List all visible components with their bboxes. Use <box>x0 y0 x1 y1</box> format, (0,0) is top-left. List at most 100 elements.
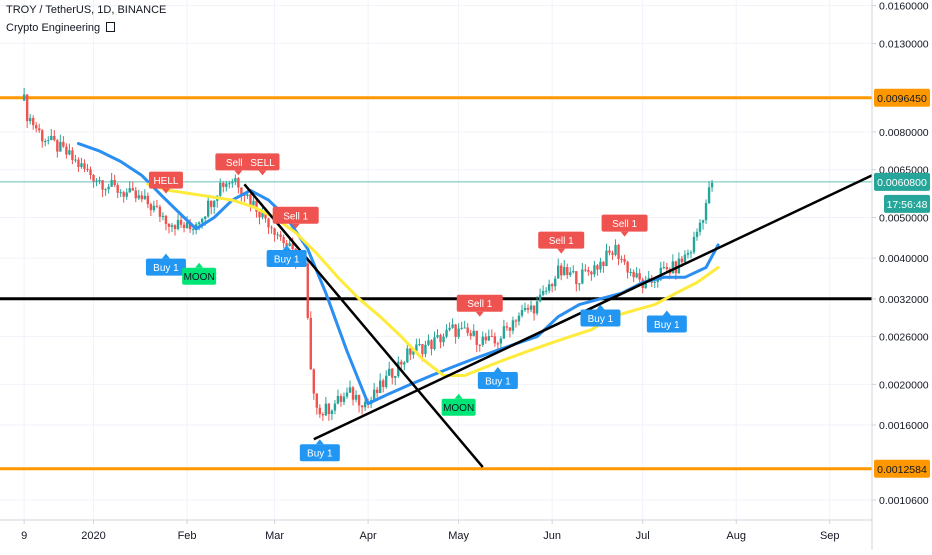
candle-body <box>173 225 177 230</box>
label-text: Sell 1 <box>549 236 574 247</box>
candle-body <box>378 380 382 393</box>
candle-body <box>53 135 56 141</box>
candle-body <box>397 361 400 376</box>
candle-body <box>496 343 500 345</box>
candle-body <box>288 243 291 247</box>
candle-body <box>523 307 527 310</box>
candle-body <box>439 335 442 343</box>
label-pointer <box>291 223 300 229</box>
label-box <box>580 309 621 327</box>
countdown-label-bg <box>884 194 930 213</box>
candle-body <box>351 387 355 400</box>
label-pointer <box>282 244 291 250</box>
label-pointer <box>557 248 566 254</box>
candle-body <box>683 254 687 263</box>
candle-body <box>28 118 32 122</box>
candle-body <box>388 368 391 376</box>
trend-line <box>243 183 484 468</box>
time-tick-label: Jul <box>636 530 650 542</box>
candle-body <box>511 320 515 331</box>
candle-body <box>375 389 379 393</box>
label-text: Buy 1 <box>307 449 333 460</box>
label-pointer <box>662 310 671 316</box>
candle-body <box>116 185 119 193</box>
candle-body <box>704 203 708 221</box>
candle-body <box>617 245 620 259</box>
label-pointer <box>475 311 484 317</box>
candle-body <box>354 394 358 400</box>
candle-body <box>478 344 481 346</box>
candle-body <box>89 169 92 176</box>
candle-body <box>270 227 273 229</box>
candle-body <box>336 395 340 404</box>
candle-body <box>255 200 258 212</box>
candle-body <box>279 234 282 238</box>
label-text: HELL <box>153 176 178 187</box>
candle-body <box>493 336 497 344</box>
candle-body <box>339 395 343 402</box>
settings-icon[interactable] <box>106 22 116 32</box>
candle-body <box>348 387 352 393</box>
candle-body <box>626 261 629 273</box>
candle-body <box>155 205 159 207</box>
label-pointer <box>234 170 243 176</box>
candle-body <box>581 269 584 284</box>
candle-body <box>228 183 231 185</box>
candle-body <box>529 305 533 310</box>
candle-body <box>342 396 346 402</box>
candle-body <box>656 279 659 282</box>
candle-body <box>246 194 249 196</box>
candle-body <box>442 336 445 343</box>
moving-averages <box>76 142 720 406</box>
buy-signal-label: Buy 1 <box>477 367 518 390</box>
candle-body <box>56 140 59 152</box>
candle-body <box>125 192 128 197</box>
candle-body <box>44 141 47 143</box>
label-box <box>601 214 648 232</box>
candle-body <box>285 243 288 247</box>
candle-body <box>707 187 711 204</box>
candle-body <box>234 178 237 182</box>
candle-body <box>333 403 337 411</box>
label-pointer <box>493 367 502 373</box>
candle-body <box>538 294 542 302</box>
candle-body <box>261 210 264 218</box>
candle-body <box>372 389 376 401</box>
candle-body <box>563 266 566 276</box>
sell-signal-label: Sell 1 <box>601 214 648 237</box>
candle-body <box>575 271 578 285</box>
candle-body <box>659 267 662 280</box>
candle-body <box>59 141 62 152</box>
label-pointer <box>258 170 267 176</box>
candle-body <box>692 236 696 253</box>
candle-body <box>98 180 101 182</box>
candle-body <box>273 228 276 235</box>
candle-body <box>38 128 41 131</box>
time-tick-label: Jun <box>543 530 561 542</box>
price-tick-label: 0.0130000 <box>879 38 929 50</box>
grid <box>0 0 872 520</box>
price-tick-label: 0.0160000 <box>879 1 929 13</box>
candle-body <box>484 336 487 341</box>
price-axis[interactable]: 0.01600000.01300000.00800000.00650000.00… <box>871 0 930 550</box>
candle-body <box>596 265 599 270</box>
candle-body <box>143 195 147 200</box>
indicator-name[interactable]: Crypto Engineering <box>6 22 116 34</box>
candle-body <box>249 194 252 206</box>
candle-body <box>686 253 690 255</box>
candle-body <box>318 407 322 415</box>
price-tick-label: 0.0080000 <box>879 127 929 139</box>
horizontal-levels <box>0 96 872 471</box>
sell-signal-label: SELL <box>245 153 280 176</box>
candle-body <box>188 222 192 230</box>
candle-body <box>689 252 693 254</box>
candle-body <box>213 200 216 208</box>
price-tick-label: 0.0032000 <box>879 294 929 306</box>
time-tick-label: Mar <box>265 530 284 542</box>
candle-body <box>578 283 581 285</box>
time-axis[interactable]: 9 2020 Feb Mar Apr May Jun Jul Aug Sep <box>0 519 872 542</box>
candle-body <box>206 200 210 217</box>
